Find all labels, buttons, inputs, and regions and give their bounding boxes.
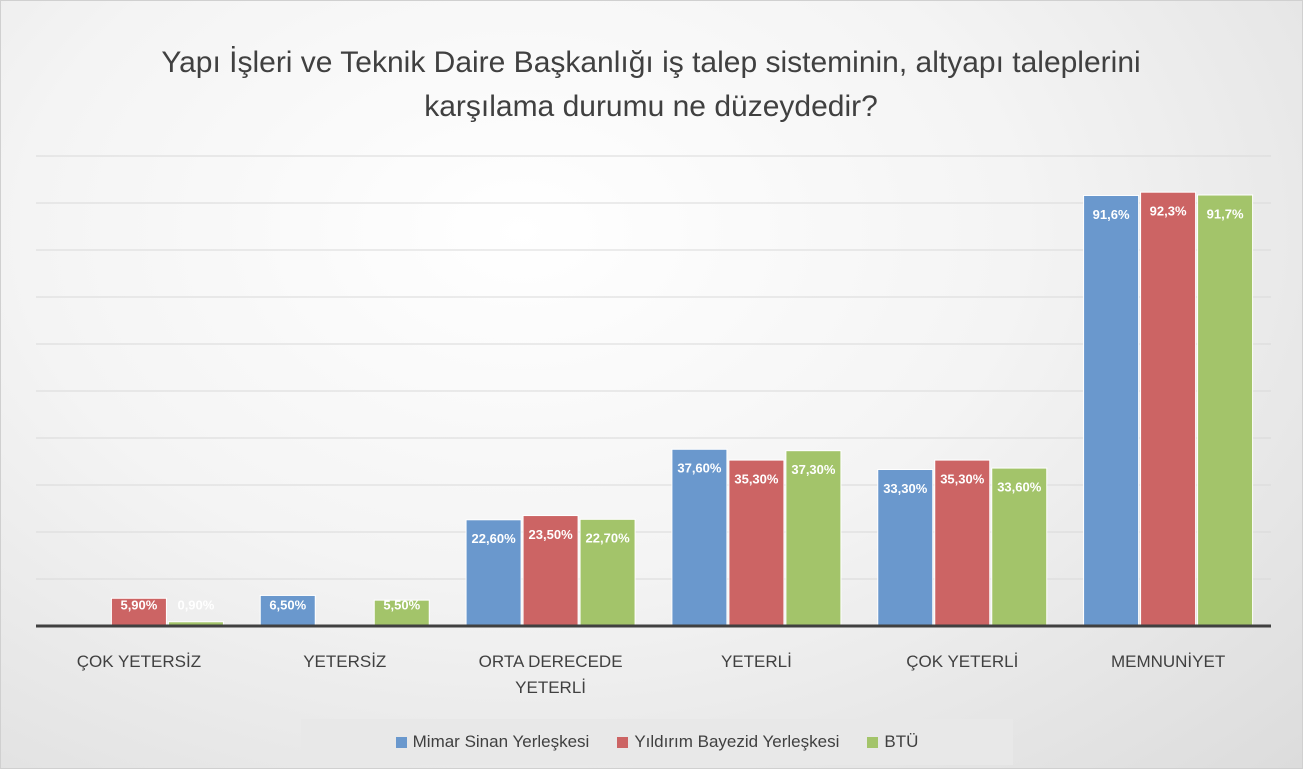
data-label: 92,3% <box>1150 204 1187 219</box>
bar <box>110 597 167 627</box>
data-label: 5,50% <box>383 597 420 612</box>
bar <box>785 450 842 627</box>
legend: Mimar Sinan Yerleşkesi Yıldırım Bayezid Y… <box>301 719 1013 765</box>
data-label: 35,30% <box>734 472 779 487</box>
x-tick-label: YETERLİ <box>720 652 792 671</box>
legend-swatch <box>395 736 407 748</box>
legend-item: Mimar Sinan Yerleşkesi <box>395 732 590 752</box>
bar <box>579 518 636 627</box>
legend-label: Yıldırım Bayezid Yerleşkesi <box>634 732 840 751</box>
data-label: 33,30% <box>883 481 928 496</box>
bar <box>522 515 579 627</box>
x-tick-label: ÇOK YETERSİZ <box>76 652 202 671</box>
data-label: 91,6% <box>1093 207 1130 222</box>
legend-item: BTÜ <box>867 732 918 752</box>
bar <box>877 468 934 627</box>
data-label: 91,7% <box>1207 206 1244 221</box>
legend-item: Yıldırım Bayezid Yerleşkesi <box>617 732 839 752</box>
bar <box>1197 194 1254 627</box>
data-label: 22,70% <box>586 531 631 546</box>
data-label: 33,60% <box>997 480 1042 495</box>
data-label: 0,90% <box>177 597 214 612</box>
bar <box>934 459 991 627</box>
bar <box>991 467 1048 627</box>
bar <box>1083 194 1140 627</box>
data-label: 6,50% <box>269 597 306 612</box>
data-label: 5,90% <box>120 597 157 612</box>
x-tick-label: MEMNUNİYET <box>1110 652 1226 671</box>
bar <box>671 448 728 627</box>
data-label: 37,60% <box>677 461 722 476</box>
legend-label: BTÜ <box>884 732 919 751</box>
data-label: 37,30% <box>791 462 836 477</box>
bar <box>728 459 785 627</box>
x-tick-label: ÇOK YETERLİ <box>906 652 1019 671</box>
legend-label: Mimar Sinan Yerleşkesi <box>412 732 590 751</box>
data-label: 22,60% <box>472 531 517 546</box>
bar <box>1140 191 1197 627</box>
chart-title: Yapı İşleri ve Teknik Daire Başkanlığı i… <box>161 46 1141 123</box>
data-label: 23,50% <box>529 527 574 542</box>
data-label: 35,30% <box>940 472 985 487</box>
legend-swatch <box>617 736 629 748</box>
x-tick-label: YETERSİZ <box>303 652 387 671</box>
legend-swatch <box>867 736 879 748</box>
x-tick-label: ORTA DERECEDE YETERLİ <box>478 652 623 697</box>
